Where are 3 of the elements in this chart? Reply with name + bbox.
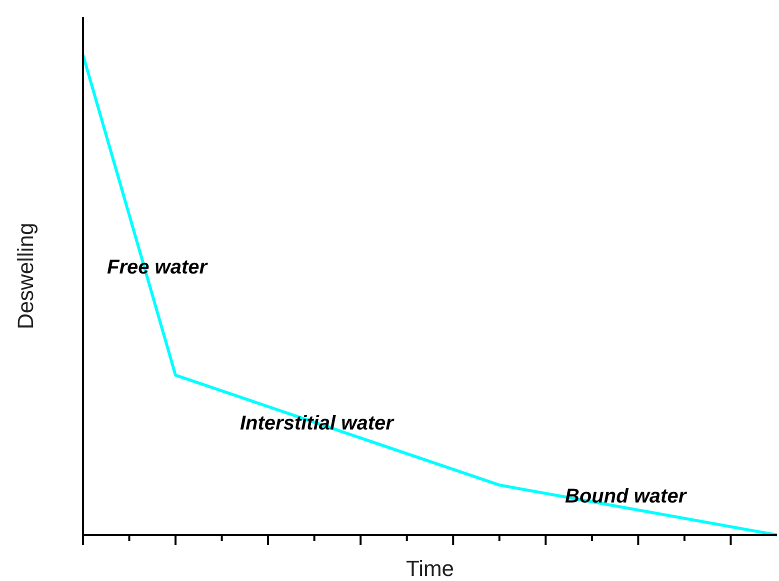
y-axis-title: Deswelling xyxy=(13,222,38,330)
x-axis-title: Time xyxy=(406,556,454,581)
annotation: Bound water xyxy=(565,485,688,508)
